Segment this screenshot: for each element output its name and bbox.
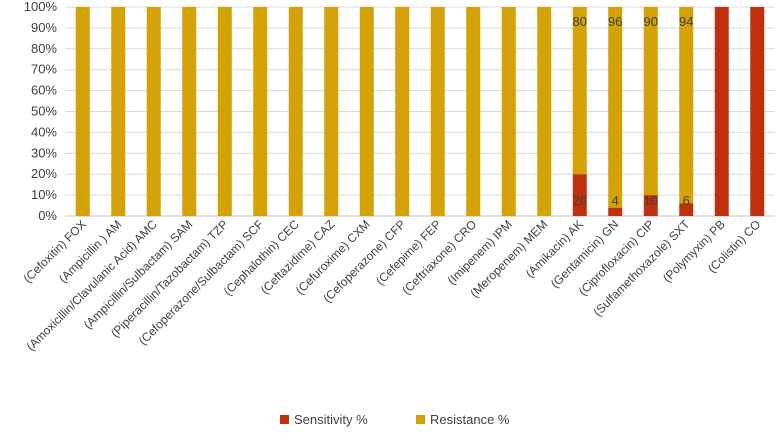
gridlines: [65, 6, 775, 217]
legend: Sensitivity % Resistance %: [280, 412, 510, 427]
legend-label-resistance: Resistance %: [430, 412, 510, 427]
y-tick-label: 0%: [38, 208, 57, 223]
legend-swatch-sensitivity: [280, 415, 289, 424]
y-tick-label: 10%: [31, 187, 57, 202]
bar-resistance: [537, 7, 552, 216]
data-label-sensitivity: 10: [644, 193, 658, 208]
y-tick-label: 50%: [31, 104, 57, 119]
legend-label-sensitivity: Sensitivity %: [294, 412, 368, 427]
y-tick-label: 100%: [24, 0, 58, 14]
bar-sensitivity: [714, 7, 729, 216]
data-label-sensitivity: 4: [612, 193, 619, 208]
data-label-sensitivity: 20: [573, 193, 587, 208]
bar-resistance: [324, 7, 339, 216]
data-label-resistance: 96: [608, 14, 622, 29]
y-tick-label: 90%: [31, 20, 57, 35]
y-tick-label: 30%: [31, 145, 57, 160]
bars: [75, 7, 765, 216]
bar-resistance: [75, 7, 90, 216]
y-tick-label: 70%: [31, 62, 57, 77]
x-axis-categories: (Cefoxitin) FOX(Ampicillin ) AM(Amoxicil…: [21, 217, 764, 354]
bar-resistance: [466, 7, 481, 216]
data-labels: 20 80 4 96 10 90 6 94: [573, 14, 694, 208]
y-tick-label: 60%: [31, 83, 57, 98]
bar-resistance: [146, 7, 161, 216]
data-label-resistance: 90: [644, 14, 658, 29]
x-category-label: (Polymyxin) PB: [660, 217, 728, 285]
bar-resistance: [288, 7, 303, 216]
legend-swatch-resistance: [416, 415, 425, 424]
x-category-label: (Cefoxitin) FOX: [21, 217, 89, 285]
data-label-resistance: 80: [573, 14, 587, 29]
y-axis-ticks: 0% 10% 20% 30% 40% 50% 60% 70% 80% 90% 100%: [24, 0, 58, 223]
data-label-sensitivity: 6: [683, 193, 690, 208]
bar-resistance: [430, 7, 445, 216]
bar-resistance: [217, 7, 232, 216]
bar-sensitivity: [643, 195, 658, 216]
bar-resistance: [643, 7, 658, 196]
bar-resistance: [501, 7, 516, 216]
bar-resistance: [679, 7, 694, 204]
bar-resistance: [182, 7, 197, 216]
bar-resistance: [253, 7, 268, 216]
data-label-resistance: 94: [679, 14, 693, 29]
bar-resistance: [395, 7, 410, 216]
y-tick-label: 40%: [31, 124, 57, 139]
bar-sensitivity: [608, 207, 623, 216]
bar-resistance: [111, 7, 126, 216]
y-tick-label: 20%: [31, 166, 57, 181]
bar-sensitivity: [750, 7, 765, 216]
bar-sensitivity: [679, 203, 694, 216]
bar-resistance: [572, 7, 587, 175]
bar-sensitivity: [572, 174, 587, 216]
y-tick-label: 80%: [31, 41, 57, 56]
bar-resistance: [608, 7, 623, 208]
x-category-label: (Ampicillin ) AM: [56, 217, 124, 285]
bar-resistance: [359, 7, 374, 216]
